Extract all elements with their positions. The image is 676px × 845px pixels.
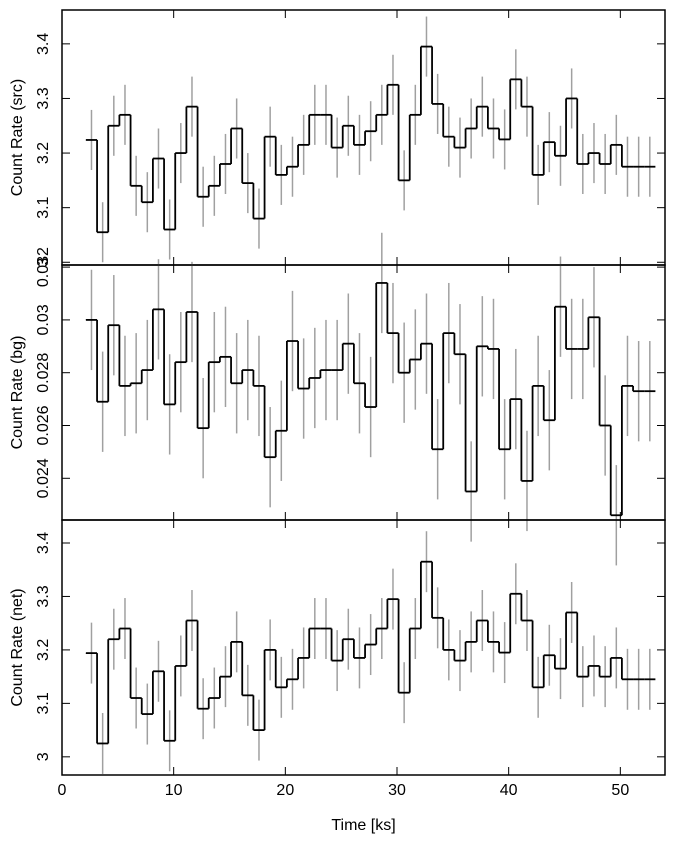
y-tick-label: 3 bbox=[35, 752, 52, 761]
x-tick-label: 0 bbox=[58, 782, 67, 799]
y-tick-label: 0.024 bbox=[35, 458, 52, 498]
y-axis-label: Count Rate (src) bbox=[9, 79, 26, 196]
y-tick-label: 3.4 bbox=[35, 532, 52, 554]
y-tick-label: 3.3 bbox=[35, 87, 52, 109]
y-tick-label: 0.03 bbox=[35, 304, 52, 335]
panel-frame bbox=[61, 264, 666, 521]
y-tick-label: 3.4 bbox=[35, 33, 52, 55]
y-axis-label: Count Rate (bg) bbox=[9, 336, 26, 450]
y-tick-label: 3.1 bbox=[35, 196, 52, 218]
y-tick-label: 0.028 bbox=[35, 353, 52, 393]
y-tick-label: 3 bbox=[35, 258, 52, 267]
panel-frame bbox=[61, 519, 666, 776]
y-tick-label: 0.026 bbox=[35, 405, 52, 445]
y-tick-label: 3.1 bbox=[35, 692, 52, 714]
x-tick-label: 30 bbox=[388, 782, 406, 799]
y-tick-label: 3.3 bbox=[35, 585, 52, 607]
x-tick-label: 20 bbox=[276, 782, 294, 799]
panel-frame bbox=[61, 9, 666, 266]
y-tick-label: 0.032 bbox=[35, 247, 52, 287]
x-axis-label: Time [ks] bbox=[331, 817, 395, 834]
x-tick-label: 50 bbox=[611, 782, 629, 799]
y-tick-label: 3.2 bbox=[35, 639, 52, 661]
y-axis-label: Count Rate (net) bbox=[9, 588, 26, 706]
y-tick-label: 3.2 bbox=[35, 142, 52, 164]
x-tick-label: 40 bbox=[500, 782, 518, 799]
x-tick-label: 10 bbox=[165, 782, 183, 799]
